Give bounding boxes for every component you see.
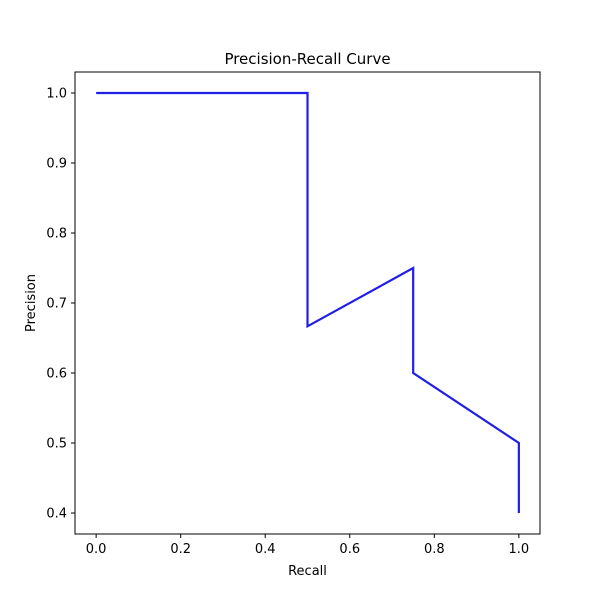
x-tick-label: 0.4	[255, 542, 276, 557]
chart-title: Precision-Recall Curve	[224, 50, 390, 68]
y-tick-label: 1.0	[46, 87, 67, 102]
y-tick-label: 0.7	[46, 297, 67, 312]
y-tick-label: 0.8	[46, 227, 67, 242]
series-layer	[96, 91, 520, 513]
x-tick-label: 1.0	[509, 542, 530, 557]
x-tick-label: 0.8	[424, 542, 445, 557]
y-tick-label: 0.6	[46, 367, 67, 382]
series-line	[96, 91, 520, 513]
x-tick-label: 0.6	[339, 542, 360, 557]
y-tick-label: 0.9	[46, 157, 67, 172]
y-axis-ticks: 0.4 0.5 0.6 0.7 0.8 0.9 1.0	[46, 87, 75, 522]
y-tick-label: 0.5	[46, 437, 67, 452]
x-axis-label: Recall	[288, 564, 327, 579]
y-tick-label: 0.4	[46, 507, 67, 522]
x-axis-ticks: 0.0 0.2 0.4 0.6 0.8 1.0	[86, 534, 529, 557]
x-tick-label: 0.2	[170, 542, 191, 557]
y-axis-label: Precision	[24, 274, 39, 332]
x-tick-label: 0.0	[86, 542, 107, 557]
